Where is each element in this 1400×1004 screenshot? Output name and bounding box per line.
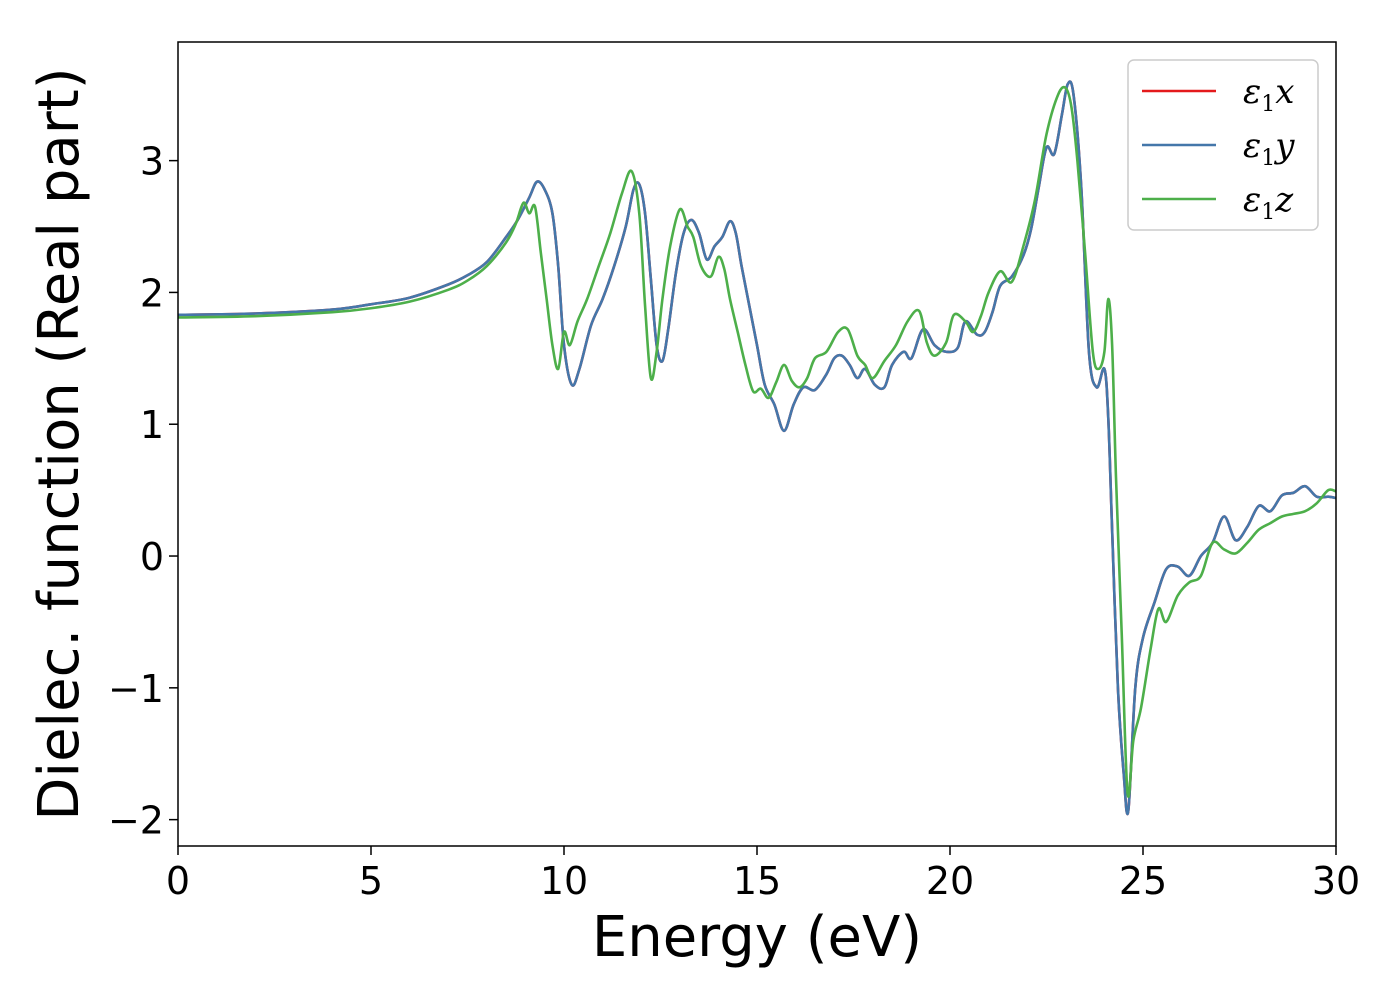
x-axis-title: Energy (eV): [592, 905, 922, 970]
x-tick-label: 25: [1119, 859, 1167, 903]
y-axis-title: Dielec. function (Real part): [27, 67, 92, 820]
x-tick-label: 30: [1312, 859, 1360, 903]
y-tick-label: 3: [140, 140, 164, 184]
y-tick-label: 2: [140, 271, 164, 315]
y-tick-label: −2: [108, 799, 164, 843]
x-tick-label: 15: [733, 859, 781, 903]
x-axis-ticks: 0 5 10 15 20 25 30: [166, 846, 1360, 903]
y-axis-ticks: −2 −1 0 1 2 3: [108, 140, 178, 843]
y-tick-label: 1: [140, 403, 164, 447]
x-tick-label: 10: [540, 859, 588, 903]
x-tick-label: 20: [926, 859, 974, 903]
y-tick-label: 0: [140, 535, 164, 579]
legend-label: ε1y: [1243, 126, 1295, 171]
series-line-ε1z: [178, 85, 1336, 798]
legend-label: ε1x: [1243, 72, 1294, 117]
legend: ε1x ε1y ε1z: [1127, 59, 1319, 231]
legend-label: ε1z: [1243, 180, 1294, 225]
y-tick-label: −1: [108, 667, 164, 711]
x-tick-label: 5: [359, 859, 383, 903]
series-layer: [178, 80, 1336, 816]
legend-frame: [1127, 59, 1319, 231]
x-tick-label: 0: [166, 859, 190, 903]
